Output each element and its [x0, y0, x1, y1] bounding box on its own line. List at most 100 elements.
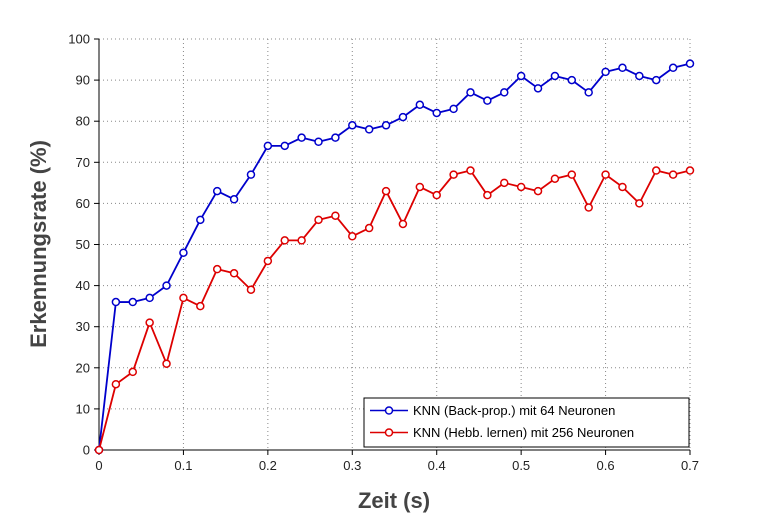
data-point — [533, 186, 543, 196]
data-point — [331, 211, 340, 220]
data-point — [516, 71, 526, 81]
y-tick-label: 40 — [76, 278, 90, 293]
data-point — [246, 285, 256, 294]
data-point — [364, 223, 374, 233]
y-tick-label: 90 — [76, 73, 90, 88]
data-point — [567, 75, 577, 85]
data-point — [179, 293, 188, 303]
data-point — [246, 170, 256, 179]
data-point — [94, 445, 104, 455]
data-point — [618, 182, 627, 192]
data-point — [263, 256, 273, 266]
y-tick-label: 10 — [76, 401, 90, 416]
data-point — [668, 170, 678, 179]
data-point — [162, 281, 171, 290]
data-point — [348, 232, 357, 241]
x-tick-label: 0.5 — [512, 458, 530, 473]
data-point — [297, 236, 306, 245]
data-point — [196, 301, 205, 311]
data-point — [128, 367, 138, 377]
data-point — [381, 186, 391, 196]
legend-marker-series-1 — [384, 406, 394, 415]
data-point — [618, 63, 627, 73]
data-point — [145, 293, 154, 303]
data-point — [668, 63, 678, 73]
data-point — [601, 67, 610, 77]
data-point — [280, 236, 289, 245]
data-point — [348, 121, 357, 130]
data-point — [212, 264, 222, 274]
x-axis-title: Zeit (s) — [358, 488, 430, 513]
x-tick-label: 0.3 — [343, 458, 361, 473]
data-point — [432, 190, 441, 200]
y-tick-label: 20 — [76, 360, 90, 375]
data-point — [162, 359, 171, 368]
data-point — [111, 379, 121, 389]
y-axis-ticks: 0 10 20 30 40 50 60 70 80 90 100 — [68, 32, 99, 458]
data-point — [516, 182, 526, 192]
y-tick-label: 0 — [83, 443, 90, 458]
data-point — [415, 100, 425, 110]
data-point — [601, 170, 610, 179]
data-point — [432, 108, 441, 118]
series-1 — [94, 59, 695, 455]
y-tick-label: 60 — [76, 196, 90, 211]
data-point — [229, 195, 239, 204]
y-tick-label: 80 — [76, 114, 90, 129]
data-point — [398, 112, 408, 122]
series-2 — [94, 166, 695, 455]
data-point — [145, 318, 154, 327]
data-point — [364, 125, 374, 134]
y-tick-label: 30 — [76, 319, 90, 334]
x-axis-ticks: 0 0.1 0.2 0.3 0.4 0.5 0.6 0.7 — [95, 450, 699, 473]
data-point — [280, 141, 289, 151]
legend-marker-series-2 — [384, 428, 394, 437]
data-point — [635, 199, 644, 208]
series-layer — [94, 59, 695, 455]
data-point — [550, 71, 560, 81]
y-tick-label: 100 — [68, 32, 90, 47]
series-line — [98, 62, 691, 451]
x-tick-label: 0.1 — [174, 458, 192, 473]
data-point — [500, 178, 509, 188]
data-point — [398, 219, 408, 229]
data-point — [635, 71, 644, 81]
data-point — [331, 133, 340, 142]
y-axis-title: Erkennungsrate (%) — [26, 140, 51, 348]
data-point — [297, 133, 306, 142]
legend-box — [363, 397, 690, 448]
data-point — [449, 104, 458, 114]
data-point — [449, 170, 458, 179]
data-point — [263, 141, 273, 151]
data-point — [229, 269, 239, 278]
data-point — [500, 88, 509, 97]
data-point — [466, 88, 475, 97]
data-point — [314, 215, 323, 225]
data-point — [314, 137, 323, 146]
data-point — [466, 166, 475, 175]
legend-label-series-1: KNN (Back-prop.) mit 64 Neuronen — [413, 403, 615, 418]
data-point — [685, 59, 695, 68]
data-point — [381, 121, 391, 130]
data-point — [415, 182, 425, 192]
data-point — [533, 84, 543, 93]
data-point — [483, 190, 492, 200]
x-tick-label: 0.2 — [259, 458, 277, 473]
x-tick-label: 0.7 — [681, 458, 699, 473]
data-point — [179, 248, 188, 257]
data-point — [212, 186, 222, 196]
y-tick-label: 50 — [76, 237, 90, 252]
x-tick-label: 0 — [95, 458, 102, 473]
data-point — [196, 215, 205, 225]
legend-label-series-2: KNN (Hebb. lernen) mit 256 Neuronen — [413, 425, 634, 440]
data-point — [584, 88, 593, 97]
data-point — [651, 75, 661, 85]
data-point — [550, 174, 560, 183]
data-point — [651, 166, 661, 175]
x-tick-label: 0.6 — [597, 458, 615, 473]
data-point — [111, 297, 121, 307]
legend: KNN (Back-prop.) mit 64 Neuronen KNN (He… — [363, 397, 690, 448]
data-point — [483, 96, 492, 105]
data-point — [128, 297, 138, 307]
